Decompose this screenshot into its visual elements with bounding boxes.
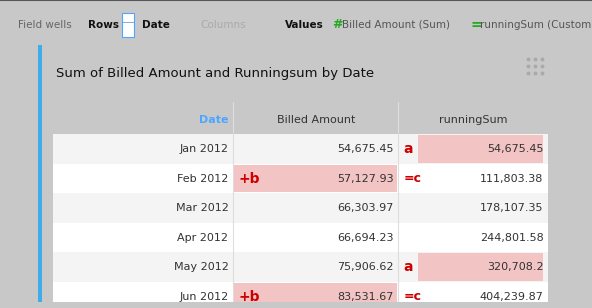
Bar	[234, 283, 397, 308]
Text: May 2012: May 2012	[173, 262, 229, 272]
Text: Apr 2012: Apr 2012	[178, 233, 229, 243]
Text: runningSum: runningSum	[439, 115, 508, 125]
Text: +b: +b	[239, 172, 260, 186]
Text: Billed Amount (Sum): Billed Amount (Sum)	[342, 20, 450, 30]
Bar	[234, 165, 397, 192]
Text: Feb 2012: Feb 2012	[177, 174, 229, 184]
Text: Mar 2012: Mar 2012	[176, 203, 229, 213]
Text: Sum of Billed Amount and Runningsum by Date: Sum of Billed Amount and Runningsum by D…	[56, 67, 375, 80]
Text: 83,531.67: 83,531.67	[337, 292, 394, 302]
Text: 66,303.97: 66,303.97	[337, 203, 394, 213]
Text: Jan 2012: Jan 2012	[179, 144, 229, 154]
Text: runningSum (Custom): runningSum (Custom)	[480, 20, 592, 30]
Text: Jun 2012: Jun 2012	[179, 292, 229, 302]
Bar	[419, 253, 543, 281]
Text: 404,239.87: 404,239.87	[480, 292, 543, 302]
FancyBboxPatch shape	[122, 13, 134, 37]
Text: Date: Date	[142, 20, 170, 30]
Bar	[53, 223, 548, 253]
Text: a: a	[404, 142, 413, 156]
Text: 178,107.35: 178,107.35	[480, 203, 543, 213]
Text: =: =	[470, 18, 482, 31]
Text: 75,906.62: 75,906.62	[337, 262, 394, 272]
Text: 54,675.45: 54,675.45	[337, 144, 394, 154]
Text: Values: Values	[285, 20, 324, 30]
Bar	[53, 134, 548, 164]
Text: 66,694.23: 66,694.23	[337, 233, 394, 243]
Text: Field wells: Field wells	[18, 20, 72, 30]
Bar	[419, 136, 543, 163]
Text: Columns: Columns	[200, 20, 246, 30]
Bar	[53, 193, 548, 223]
Text: 54,675.45: 54,675.45	[487, 144, 543, 154]
Text: 57,127.93: 57,127.93	[337, 174, 394, 184]
Bar	[53, 164, 548, 193]
Text: a: a	[404, 260, 413, 274]
Text: Date: Date	[199, 115, 229, 125]
Bar	[38, 45, 43, 302]
Text: =c: =c	[404, 172, 422, 185]
Text: #: #	[332, 18, 343, 31]
Bar	[53, 282, 548, 308]
Text: Billed Amount: Billed Amount	[277, 115, 355, 125]
Text: +b: +b	[239, 290, 260, 304]
Text: 244,801.58: 244,801.58	[480, 233, 543, 243]
Text: Rows: Rows	[88, 20, 119, 30]
Text: 111,803.38: 111,803.38	[480, 174, 543, 184]
Text: 320,708.2: 320,708.2	[487, 262, 543, 272]
Bar	[53, 253, 548, 282]
Text: =c: =c	[404, 290, 422, 303]
